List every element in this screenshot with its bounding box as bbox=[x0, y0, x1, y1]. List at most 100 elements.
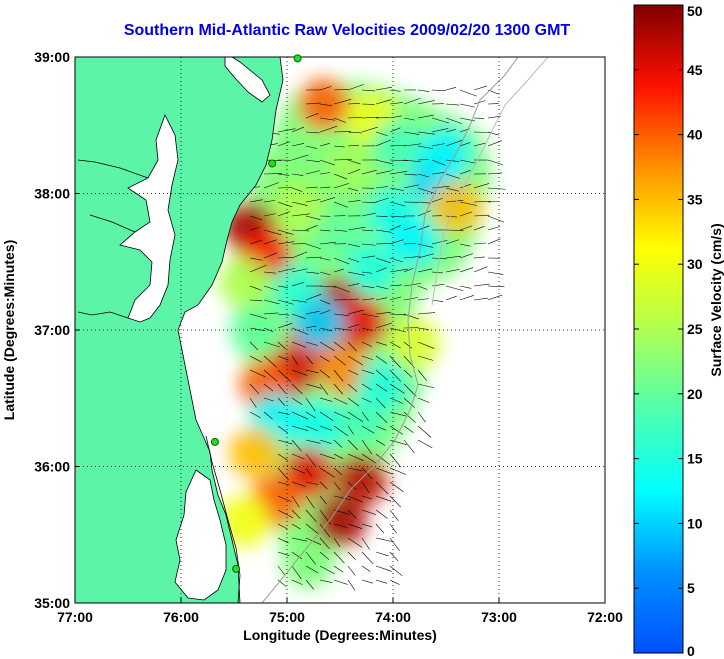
velocity-vector bbox=[361, 255, 375, 259]
velocity-vector bbox=[291, 201, 308, 206]
x-tick-label: 75:00 bbox=[269, 609, 305, 625]
velocity-vector bbox=[375, 565, 392, 572]
velocity-vector bbox=[375, 537, 393, 542]
velocity-vector bbox=[319, 579, 333, 584]
velocity-vector bbox=[347, 467, 363, 472]
velocity-vector bbox=[473, 242, 487, 245]
velocity-vector bbox=[319, 565, 335, 575]
velocity-vector bbox=[249, 257, 263, 261]
velocity-vector bbox=[459, 253, 473, 259]
velocity-vector bbox=[277, 322, 293, 329]
velocity-vector bbox=[277, 299, 294, 305]
velocity-vector bbox=[347, 509, 357, 519]
velocity-vector bbox=[473, 226, 485, 231]
velocity-vector bbox=[361, 169, 377, 175]
velocity-vector bbox=[389, 453, 402, 468]
velocity-vector bbox=[389, 439, 407, 446]
velocity-vector bbox=[487, 238, 501, 245]
velocity-vector bbox=[277, 201, 293, 208]
velocity-vector bbox=[403, 97, 421, 105]
velocity-vector bbox=[375, 131, 388, 137]
velocity-vector bbox=[333, 565, 344, 573]
velocity-vector bbox=[291, 173, 304, 176]
velocity-vector bbox=[277, 285, 289, 288]
velocity-vector bbox=[361, 537, 370, 550]
velocity-vector bbox=[417, 145, 433, 149]
velocity-vector bbox=[277, 341, 286, 349]
hf-radar-stations bbox=[210, 54, 302, 573]
velocity-vector bbox=[263, 271, 276, 274]
velocity-vector bbox=[319, 229, 331, 232]
bathymetry-contour bbox=[261, 57, 519, 603]
colorbar-tick-label: 35 bbox=[687, 191, 703, 207]
velocity-vector bbox=[291, 299, 307, 303]
velocity-vector bbox=[403, 283, 422, 287]
velocity-vector bbox=[333, 201, 348, 208]
velocity-vector bbox=[431, 198, 443, 203]
velocity-vector bbox=[319, 495, 327, 505]
velocity-vector bbox=[487, 159, 504, 166]
velocity-patch bbox=[420, 126, 472, 179]
velocity-vector bbox=[319, 327, 332, 332]
velocity-vector bbox=[375, 579, 388, 584]
velocity-vector bbox=[389, 523, 397, 534]
velocity-vector bbox=[319, 537, 330, 550]
velocity-patch bbox=[314, 495, 366, 548]
velocity-vector bbox=[277, 551, 290, 556]
velocity-vector bbox=[347, 168, 361, 175]
velocity-vector bbox=[459, 211, 472, 217]
velocity-vector bbox=[277, 537, 289, 544]
velocity-vector bbox=[263, 200, 276, 203]
velocity-vector bbox=[459, 183, 472, 189]
velocity-vector bbox=[263, 397, 274, 402]
velocity-vector bbox=[333, 313, 350, 316]
velocity-vector bbox=[333, 257, 350, 265]
velocity-vector bbox=[361, 383, 372, 391]
velocity-vector bbox=[333, 425, 349, 437]
velocity-vector bbox=[361, 523, 373, 528]
velocity-vector bbox=[347, 131, 362, 134]
velocity-vector bbox=[319, 467, 335, 478]
velocity-vector bbox=[417, 100, 435, 105]
velocity-vector bbox=[375, 297, 388, 301]
velocity-vector bbox=[333, 173, 348, 180]
velocity-vector bbox=[277, 411, 290, 415]
velocity-vector bbox=[305, 113, 319, 119]
velocity-vector bbox=[375, 311, 392, 315]
velocity-vector bbox=[249, 397, 257, 408]
velocity-vector bbox=[403, 184, 419, 189]
velocity-vector bbox=[389, 327, 406, 333]
velocity-vector bbox=[361, 341, 373, 347]
map-title: Southern Mid-Atlantic Raw Velocities 200… bbox=[123, 22, 571, 39]
velocity-vector bbox=[347, 537, 363, 548]
velocity-vector bbox=[445, 173, 460, 179]
velocity-vector bbox=[431, 283, 445, 287]
velocity-vector bbox=[431, 159, 446, 166]
velocity-vector bbox=[333, 341, 346, 351]
velocity-vector bbox=[473, 256, 485, 259]
velocity-vector bbox=[445, 295, 457, 301]
velocity-vector bbox=[277, 268, 296, 273]
velocity-vector bbox=[347, 579, 356, 591]
station-marker bbox=[293, 54, 302, 63]
velocity-vector bbox=[473, 100, 486, 105]
velocity-vector bbox=[319, 159, 335, 166]
velocity-vector bbox=[375, 186, 388, 189]
colorbar-tick-label: 15 bbox=[687, 451, 703, 467]
velocity-vector bbox=[333, 453, 344, 459]
colorbar-tick-label: 10 bbox=[687, 515, 703, 531]
velocity-vector bbox=[375, 257, 391, 264]
velocity-vector bbox=[375, 229, 392, 233]
velocity-vector bbox=[291, 411, 309, 420]
velocity-vector bbox=[389, 369, 402, 382]
velocity-vector bbox=[305, 243, 321, 250]
velocity-vector bbox=[305, 131, 320, 134]
velocity-vector bbox=[277, 453, 289, 461]
velocity-patch bbox=[356, 358, 409, 411]
velocity-patch bbox=[218, 495, 271, 548]
velocity-vector bbox=[445, 129, 457, 133]
velocity-vector bbox=[333, 481, 341, 491]
velocity-vector bbox=[361, 298, 374, 301]
velocity-vector bbox=[375, 139, 391, 147]
velocity-vector bbox=[361, 495, 372, 500]
